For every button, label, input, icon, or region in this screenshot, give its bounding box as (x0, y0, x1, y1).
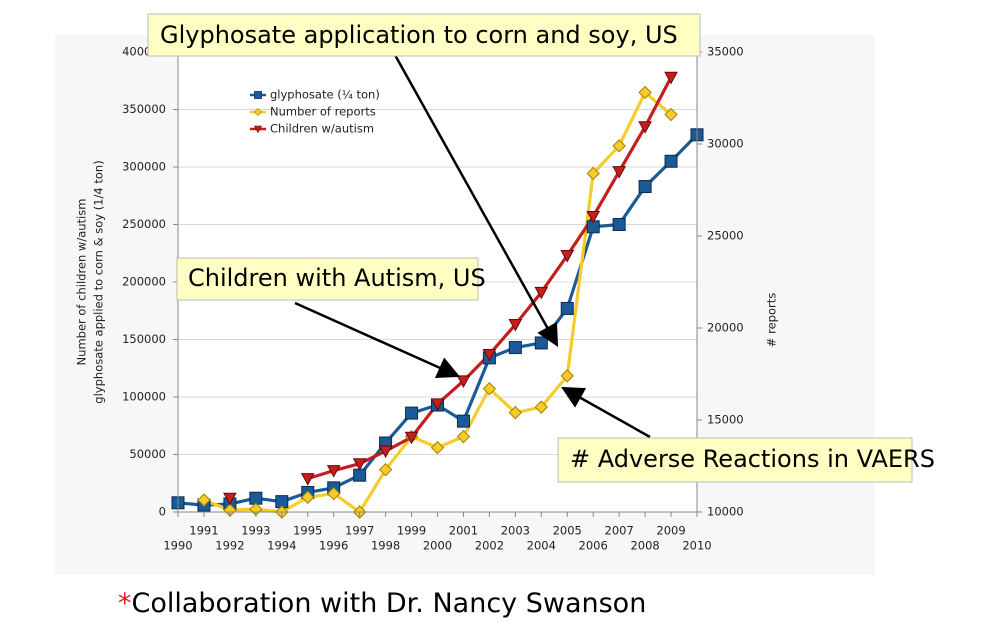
data-point (249, 491, 263, 505)
data-point (612, 139, 626, 153)
legend-label: Children w/autism (270, 122, 374, 136)
data-point (326, 465, 341, 478)
y2-tick-label: 10000 (707, 505, 744, 519)
footnote: *Collaboration with Dr. Nancy Swanson (118, 588, 646, 619)
annotation-arrow (393, 54, 559, 347)
x-tick-label: 2006 (579, 539, 608, 553)
data-point (560, 301, 574, 315)
data-point (326, 486, 341, 501)
data-point (508, 405, 523, 420)
x-tick-label: 1997 (345, 524, 374, 538)
y-tick-label: 50000 (129, 447, 166, 461)
data-point (456, 414, 470, 428)
annotation: # Adverse Reactions in VAERS (570, 445, 935, 473)
title-box (147, 13, 701, 57)
data-point (353, 468, 367, 482)
data-point (197, 493, 211, 507)
annotation-arrow (294, 301, 461, 378)
data-point (664, 71, 678, 85)
x-tick-label: 1994 (267, 539, 296, 553)
data-point (638, 121, 652, 134)
legend-marker (253, 107, 263, 117)
y2-tick-label: 35000 (707, 45, 744, 59)
y-axis-label: glyphosate applied to corn & soy (1/4 to… (92, 160, 106, 403)
x-tick-label: 2010 (682, 539, 711, 553)
y-tick-label: 200000 (122, 275, 166, 289)
data-point (405, 406, 419, 420)
data-point (664, 154, 678, 168)
data-point (534, 400, 549, 414)
data-point (456, 429, 471, 444)
y2-tick-label: 20000 (707, 321, 744, 335)
data-point (534, 336, 548, 350)
footnote-text: Collaboration with Dr. Nancy Swanson (132, 588, 647, 619)
y-tick-label: 350000 (122, 102, 166, 116)
legend-label: glyphosate (¼ ton) (270, 88, 380, 102)
annotation-box (557, 437, 913, 483)
x-tick-label: 2001 (449, 524, 478, 538)
x-tick-label: 1991 (189, 524, 218, 538)
y2-tick-label: 25000 (707, 229, 744, 243)
footnote-mark: * (118, 588, 132, 619)
annotation-arrow (561, 386, 651, 439)
data-point (612, 218, 626, 231)
x-tick-label: 2005 (553, 524, 582, 538)
data-point (508, 319, 523, 332)
y-tick-label: 100000 (122, 390, 166, 404)
y2-axis-label: # reports (765, 293, 779, 347)
data-point (430, 440, 445, 455)
y2-tick-label: 30000 (707, 137, 744, 151)
annotation-box (176, 257, 479, 301)
x-tick-label: 2009 (656, 524, 685, 538)
data-point (482, 348, 497, 362)
x-tick-label: 1995 (293, 524, 322, 538)
y-tick-label: 150000 (122, 332, 166, 346)
data-point (223, 492, 237, 506)
y-tick-label: 0 (159, 505, 166, 519)
data-point (352, 458, 367, 471)
x-tick-label: 2003 (501, 524, 530, 538)
data-point (534, 286, 549, 300)
data-point (638, 180, 652, 194)
data-point (404, 431, 419, 445)
data-point (378, 445, 393, 459)
legend-label: Number of reports (270, 105, 376, 119)
data-point (586, 210, 601, 224)
x-tick-label: 1993 (241, 524, 270, 538)
data-point (456, 375, 471, 388)
data-point (560, 250, 575, 263)
x-tick-label: 2007 (605, 524, 634, 538)
legend-marker (253, 125, 263, 134)
data-point (508, 341, 522, 355)
data-point (612, 166, 626, 179)
x-tick-label: 1998 (371, 539, 400, 553)
y2-tick-label: 15000 (707, 413, 744, 427)
x-tick-label: 1996 (319, 539, 348, 553)
data-point (638, 85, 652, 100)
x-tick-label: 2002 (475, 539, 504, 553)
x-tick-label: 1992 (215, 539, 244, 553)
chart-title: Glyphosate application to corn and soy, … (160, 21, 678, 49)
data-point (560, 369, 574, 383)
data-point (300, 473, 315, 486)
data-point (482, 382, 497, 396)
data-point (664, 107, 678, 122)
x-tick-label: 2004 (527, 539, 556, 553)
data-point (378, 462, 393, 477)
data-point (586, 166, 600, 181)
y-axis-label: Number of children w/autism (75, 199, 89, 366)
data-point (430, 398, 445, 411)
data-point (301, 490, 315, 504)
x-tick-label: 1990 (163, 539, 192, 553)
annotation: Children with Autism, US (188, 264, 486, 292)
x-tick-label: 2000 (423, 539, 452, 553)
y-tick-label: 250000 (122, 217, 166, 231)
legend-marker (254, 91, 262, 99)
x-tick-label: 2008 (630, 539, 659, 553)
x-tick-label: 1999 (397, 524, 426, 538)
y-tick-label: 300000 (122, 160, 166, 174)
